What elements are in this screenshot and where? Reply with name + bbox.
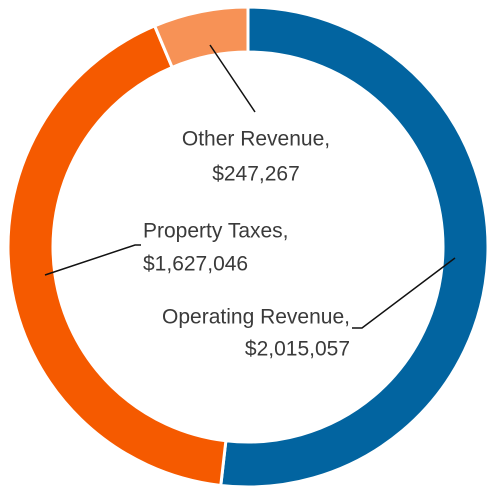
leader-line [352, 257, 456, 329]
segment-label: Other Revenue, [182, 128, 330, 151]
segment-label: Property Taxes, [143, 220, 289, 243]
leader-line [44, 244, 141, 276]
value-label: $1,627,046 [143, 253, 248, 276]
donut-segment [152, 5, 250, 70]
leader-line [209, 44, 256, 113]
donut-segment [219, 5, 488, 489]
value-label: $2,015,057 [245, 338, 350, 361]
segment-label: Operating Revenue, [162, 306, 350, 329]
value-label: $247,267 [212, 163, 300, 186]
